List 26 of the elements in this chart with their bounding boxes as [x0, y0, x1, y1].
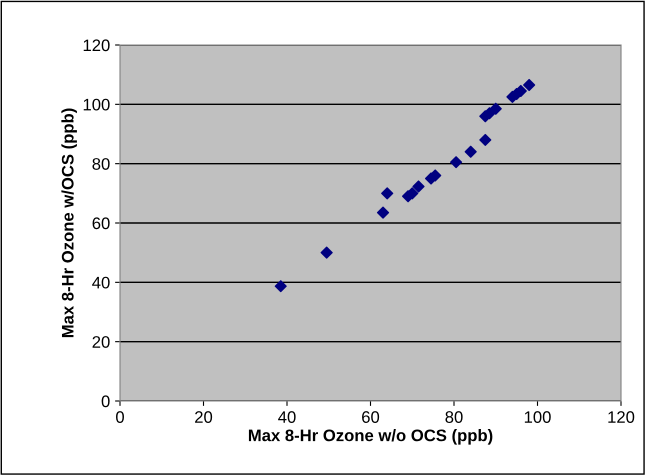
point: [412, 180, 425, 193]
x-tick-label: 20: [195, 411, 212, 423]
point: [274, 280, 287, 292]
point: [490, 102, 502, 115]
x-tick-label: 40: [278, 411, 296, 423]
y-tick-label: 40: [92, 276, 110, 289]
point: [523, 78, 536, 92]
x-tick-label: 80: [445, 411, 463, 423]
x-tick-label: 120: [608, 411, 634, 423]
x-tick-label: 60: [362, 411, 380, 423]
x-tick-label: 100: [524, 411, 551, 423]
point: [381, 187, 394, 200]
y-tick-label: 0: [102, 395, 110, 408]
point: [464, 146, 477, 158]
point: [376, 206, 390, 219]
y-axis-title: Max 8-Hr Ozone w/OCS (ppb): [61, 108, 77, 338]
point: [479, 134, 492, 146]
point: [320, 246, 333, 259]
y-tick-label: 100: [84, 98, 110, 111]
y-tick-label: 80: [92, 158, 110, 170]
x-axis-title: Max 8-Hr Ozone w/o OCS (ppb): [248, 429, 492, 445]
y-tick-label: 60: [92, 217, 110, 230]
point: [450, 156, 462, 168]
y-tick-label: 20: [92, 336, 110, 348]
x-tick-label: 0: [116, 411, 124, 423]
y-tick-label: 120: [84, 39, 110, 52]
